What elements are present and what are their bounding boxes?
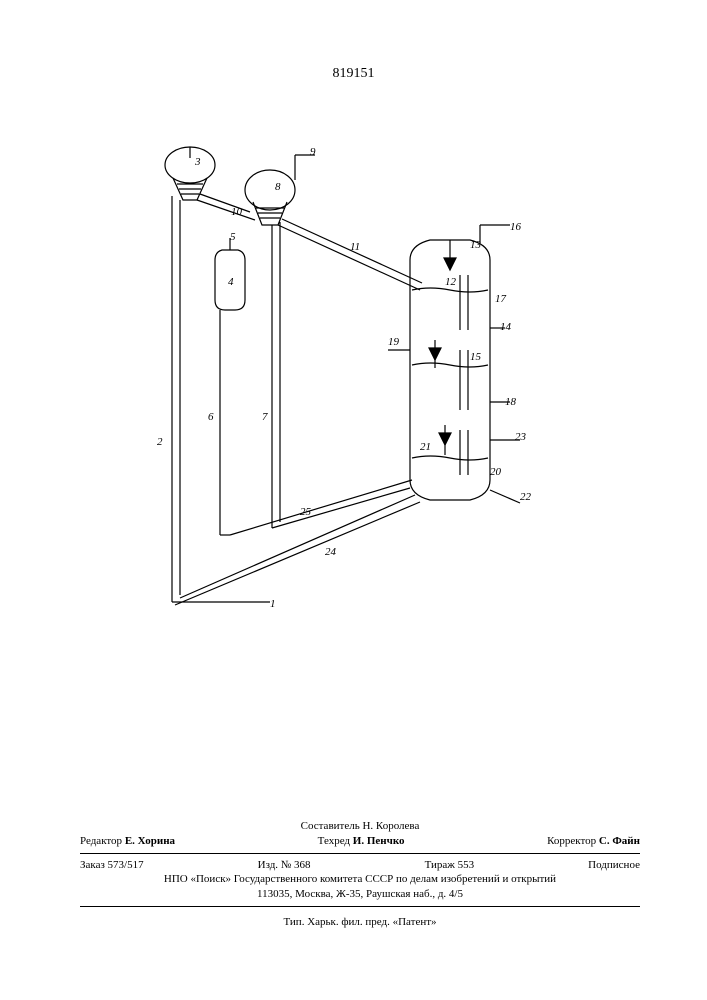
diagram-label-9: 9 — [310, 146, 316, 158]
diagram-label-19: 19 — [388, 336, 400, 348]
diagram-label-25: 25 — [300, 506, 312, 518]
footer-block: Составитель Н. Королева Редактор Е. Хори… — [80, 819, 640, 930]
diagram-label-18: 18 — [505, 396, 517, 408]
diagram-label-2: 2 — [157, 436, 163, 448]
diagram-label-15: 15 — [470, 351, 482, 363]
order-row: Заказ 573/517 Изд. № 368 Тираж 553 Подпи… — [80, 858, 640, 873]
diagram-label-24: 24 — [325, 546, 337, 558]
diagram-label-23: 23 — [515, 431, 527, 443]
page-number: 819151 — [0, 66, 707, 82]
schematic-diagram: 1234567891011121314151617181920212223242… — [100, 140, 570, 660]
diagram-label-7: 7 — [262, 411, 268, 423]
address-line: 113035, Москва, Ж-35, Раушская наб., д. … — [80, 887, 640, 902]
diagram-label-5: 5 — [230, 231, 236, 243]
diagram-label-13: 13 — [470, 239, 482, 251]
diagram-label-22: 22 — [520, 491, 532, 503]
diagram-label-21: 21 — [420, 441, 431, 453]
diagram-label-6: 6 — [208, 411, 214, 423]
diagram-label-1: 1 — [270, 598, 276, 610]
diagram-label-4: 4 — [228, 276, 234, 288]
tip-line: Тип. Харьк. фил. пред. «Патент» — [80, 915, 640, 930]
diagram-label-3: 3 — [194, 156, 201, 168]
diagram-label-20: 20 — [490, 466, 502, 478]
diagram-label-16: 16 — [510, 221, 522, 233]
credits-row: Редактор Е. Хорина Техред И. Пенчко Корр… — [80, 834, 640, 849]
org-line: НПО «Поиск» Государственного комитета СС… — [80, 872, 640, 887]
compiler-line: Составитель Н. Королева — [80, 819, 640, 834]
diagram-label-10: 10 — [231, 206, 243, 218]
diagram-label-17: 17 — [495, 293, 507, 305]
diagram-label-8: 8 — [275, 181, 281, 193]
diagram-label-11: 11 — [350, 241, 360, 253]
diagram-label-14: 14 — [500, 321, 512, 333]
diagram-label-12: 12 — [445, 276, 457, 288]
